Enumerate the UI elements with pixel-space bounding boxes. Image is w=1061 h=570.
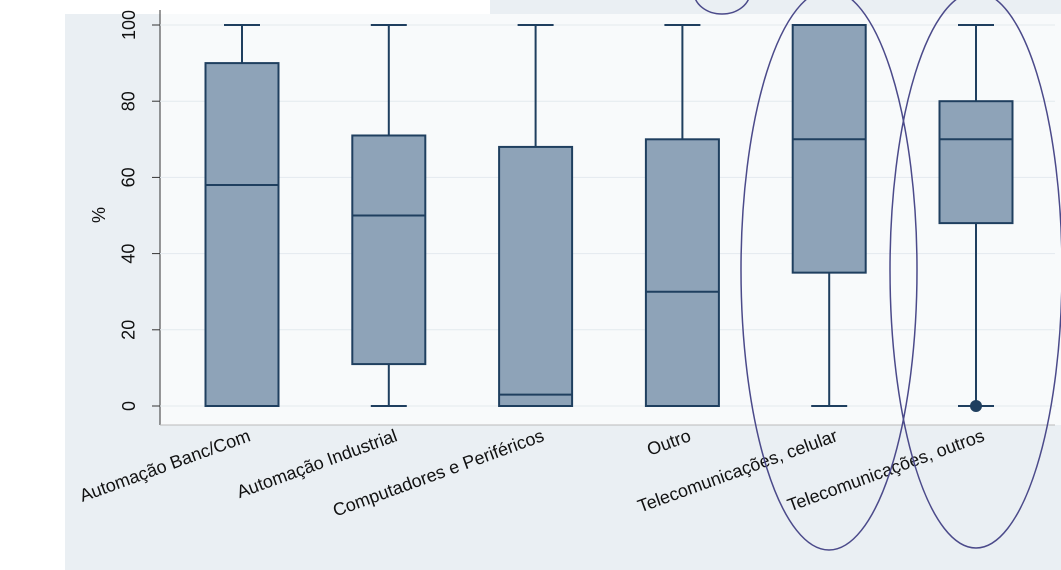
box [791,24,867,274]
highlight-ellipse [695,0,749,15]
y-axis-label: % [89,207,109,223]
y-tick-label: 60 [119,167,139,187]
y-tick-label: 0 [119,401,139,411]
box [351,134,427,366]
highlight-ellipse [889,0,1061,549]
background-white-left [0,0,65,570]
y-tick-label: 100 [119,10,139,40]
outlier [970,400,982,412]
box [644,138,720,408]
box [498,145,574,407]
y-tick-label: 40 [119,244,139,264]
y-tick-label: 80 [119,91,139,111]
box [938,100,1014,225]
highlight-ellipse [740,0,918,551]
plot-area [160,14,1061,425]
background-white-top [0,0,490,14]
box [204,62,280,407]
y-tick-label: 20 [119,320,139,340]
